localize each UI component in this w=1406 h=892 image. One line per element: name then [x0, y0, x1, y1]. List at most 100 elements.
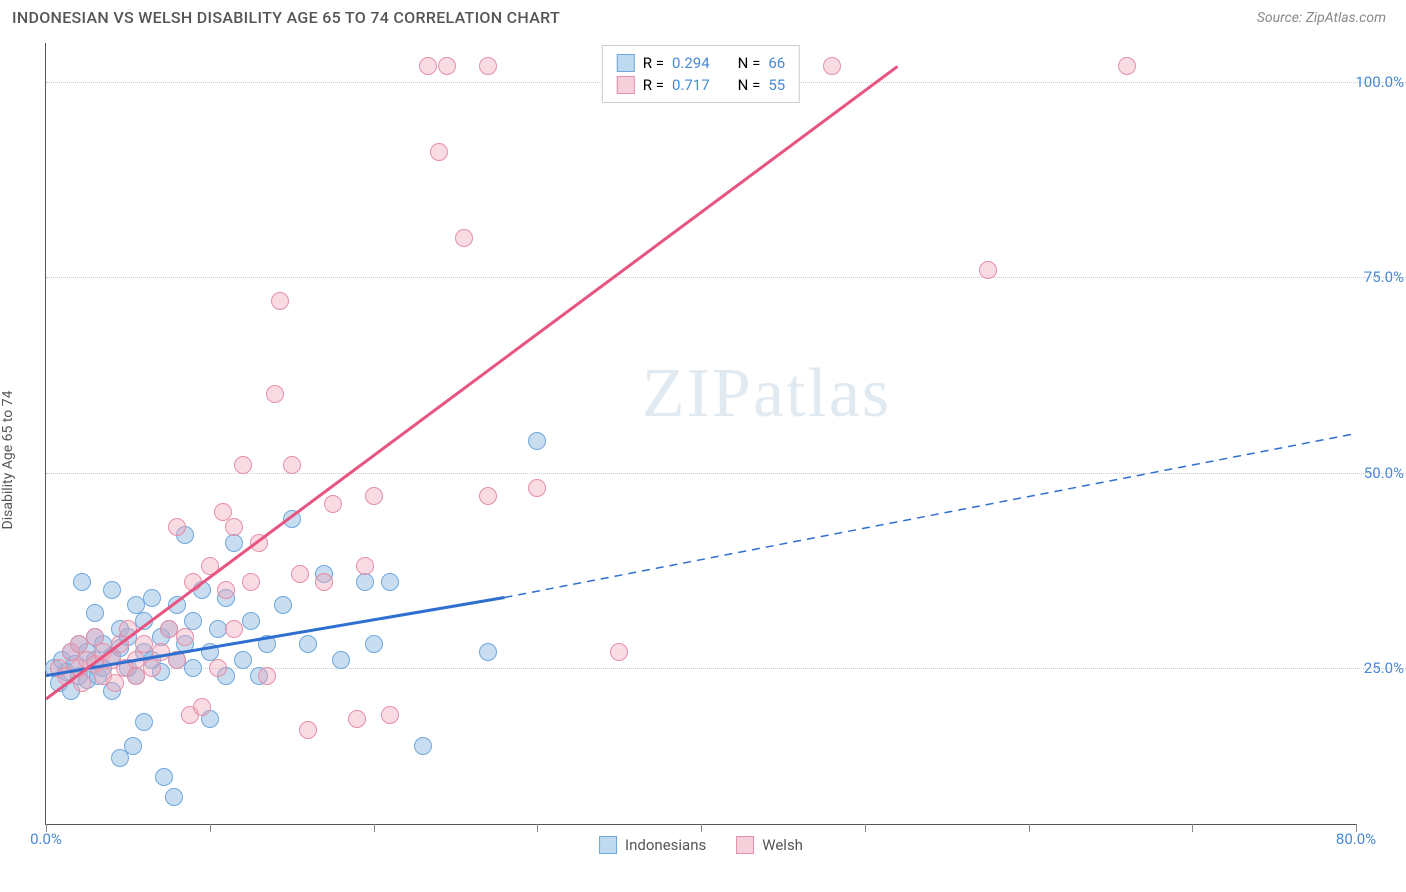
n-label: N = — [738, 76, 761, 94]
scatter-point — [356, 573, 374, 591]
legend-row: R = 0.294 N = 66 — [617, 52, 785, 74]
header: INDONESIAN VS WELSH DISABILITY AGE 65 TO… — [0, 0, 1406, 35]
chart-container: Disability Age 65 to 74 ZIPatlas R = 0.29… — [0, 35, 1406, 885]
scatter-point — [143, 589, 161, 607]
scatter-point — [348, 710, 366, 728]
legend-swatch — [736, 836, 754, 854]
gridline-horizontal — [46, 277, 1406, 278]
scatter-point — [124, 737, 142, 755]
watermark: ZIPatlas — [642, 354, 891, 434]
x-tick — [701, 824, 702, 832]
legend-row: R = 0.717 N = 55 — [617, 74, 785, 96]
r-value: 0.294 — [672, 54, 710, 72]
regression-lines — [46, 43, 1356, 824]
y-tick-label: 25.0% — [1364, 659, 1404, 677]
scatter-point — [979, 261, 997, 279]
legend-swatch — [599, 836, 617, 854]
scatter-point — [332, 651, 350, 669]
n-label: N = — [738, 54, 761, 72]
gridline-horizontal — [46, 473, 1406, 474]
scatter-point — [315, 573, 333, 591]
x-tick-label: 80.0% — [1336, 830, 1376, 848]
n-value: 55 — [768, 76, 785, 94]
scatter-point — [209, 620, 227, 638]
legend-series-item: Welsh — [736, 836, 803, 854]
scatter-point — [610, 643, 628, 661]
scatter-point — [381, 573, 399, 591]
scatter-point — [119, 620, 137, 638]
scatter-point — [324, 495, 342, 513]
correlation-legend: R = 0.294 N = 66 R = 0.717 N = 55 — [602, 45, 800, 103]
scatter-point — [103, 581, 121, 599]
legend-series-label: Welsh — [762, 836, 803, 854]
scatter-point — [528, 432, 546, 450]
scatter-point — [225, 620, 243, 638]
scatter-point — [152, 643, 170, 661]
x-tick — [1029, 824, 1030, 832]
scatter-point — [479, 57, 497, 75]
y-tick-label: 50.0% — [1364, 464, 1404, 482]
scatter-point — [299, 721, 317, 739]
scatter-point — [258, 667, 276, 685]
scatter-point — [214, 503, 232, 521]
scatter-point — [271, 292, 289, 310]
scatter-point — [479, 643, 497, 661]
y-axis-label: Disability Age 65 to 74 — [0, 391, 16, 530]
y-tick-label: 100.0% — [1355, 73, 1404, 91]
scatter-point — [234, 651, 252, 669]
scatter-point — [234, 456, 252, 474]
scatter-point — [135, 713, 153, 731]
legend-swatch — [617, 54, 635, 72]
legend-swatch — [617, 76, 635, 94]
scatter-point — [266, 385, 284, 403]
r-label: R = — [643, 76, 664, 94]
x-tick — [1192, 824, 1193, 832]
scatter-point — [528, 479, 546, 497]
scatter-point — [414, 737, 432, 755]
scatter-point — [193, 698, 211, 716]
x-tick — [210, 824, 211, 832]
chart-title: INDONESIAN VS WELSH DISABILITY AGE 65 TO… — [12, 8, 560, 27]
scatter-point — [430, 143, 448, 161]
scatter-point — [479, 487, 497, 505]
scatter-point — [258, 635, 276, 653]
scatter-point — [242, 612, 260, 630]
scatter-point — [283, 510, 301, 528]
scatter-point — [106, 674, 124, 692]
scatter-point — [455, 229, 473, 247]
scatter-point — [225, 534, 243, 552]
r-label: R = — [643, 54, 664, 72]
gridline-horizontal — [46, 668, 1406, 669]
scatter-point — [274, 596, 292, 614]
regression-dashed — [505, 434, 1357, 598]
scatter-point — [283, 456, 301, 474]
scatter-point — [143, 659, 161, 677]
scatter-point — [184, 659, 202, 677]
scatter-point — [209, 659, 227, 677]
plot-area: ZIPatlas R =0.294N =66R =0.717N =55 Indo… — [45, 43, 1356, 825]
x-tick — [374, 824, 375, 832]
n-value: 66 — [768, 54, 785, 72]
scatter-point — [365, 487, 383, 505]
scatter-point — [111, 635, 129, 653]
scatter-point — [201, 557, 219, 575]
scatter-point — [165, 788, 183, 806]
scatter-point — [250, 534, 268, 552]
legend-series-item: Indonesians — [599, 836, 706, 854]
x-tick — [865, 824, 866, 832]
scatter-point — [86, 604, 104, 622]
series-legend: Indonesians Welsh — [599, 836, 803, 854]
y-tick-label: 75.0% — [1364, 268, 1404, 286]
scatter-point — [168, 651, 186, 669]
scatter-point — [381, 706, 399, 724]
scatter-point — [73, 674, 91, 692]
scatter-point — [438, 57, 456, 75]
scatter-point — [1118, 57, 1136, 75]
scatter-point — [299, 635, 317, 653]
r-value: 0.717 — [672, 76, 710, 94]
legend-series-label: Indonesians — [625, 836, 706, 854]
scatter-point — [127, 667, 145, 685]
scatter-point — [225, 518, 243, 536]
scatter-point — [168, 518, 186, 536]
scatter-point — [419, 57, 437, 75]
